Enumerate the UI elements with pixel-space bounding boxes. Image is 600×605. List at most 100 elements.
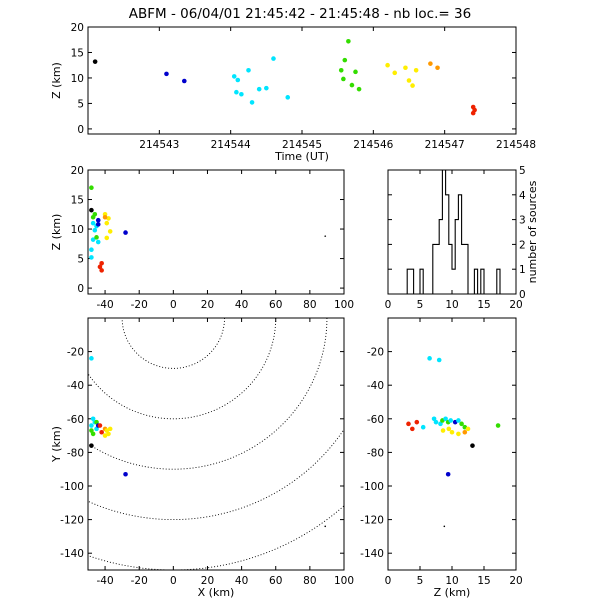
- source-point-cyan: [271, 56, 276, 61]
- source-point-green: [89, 185, 94, 191]
- x-height-panel: -40 -20 0 20 40 60 80 100 0 5 10 15 20 Z (km): [50, 165, 354, 311]
- x-height-ytick-label: 20: [71, 165, 84, 177]
- source-point-orange: [428, 61, 433, 66]
- height-histogram-ytick-label: 5: [519, 165, 526, 177]
- height-y-xtick-label: 0: [385, 575, 392, 587]
- source-point-yellow: [410, 83, 415, 88]
- plan-view-plot-area: [88, 318, 344, 570]
- source-point-blue: [95, 217, 101, 223]
- height-y-ytick-label: -80: [367, 447, 384, 459]
- x-height-ytick-label: 15: [71, 195, 84, 207]
- time-height-plot-area: [92, 38, 477, 116]
- height-y-plot-area: [406, 356, 501, 528]
- time-height-xtick-label: 214548: [496, 139, 536, 151]
- time-height-ytick-label: 0: [77, 124, 84, 136]
- x-height-frame: [87, 169, 345, 295]
- source-point-cyan: [438, 421, 443, 427]
- time-height-xtick-label: 214543: [139, 139, 179, 151]
- x-height-plot-area: [89, 185, 327, 273]
- source-point-black: [470, 443, 475, 448]
- plan-view-xtick-label: 80: [303, 575, 316, 587]
- height-y-xtick-label: 15: [477, 575, 490, 587]
- height-histogram-xtick-label: 10: [445, 299, 458, 311]
- time-height-frame: [87, 26, 517, 135]
- source-point-cyan: [443, 416, 448, 422]
- source-point-orange: [435, 65, 440, 71]
- source-point-green: [341, 76, 346, 82]
- source-point-black: [324, 235, 327, 237]
- time-height-ytick-label: 20: [71, 22, 84, 34]
- height-histogram-plot-area: [388, 170, 516, 294]
- source-point-black: [89, 207, 94, 213]
- source-point-black: [92, 59, 98, 64]
- source-point-red: [414, 419, 420, 425]
- source-point-red: [99, 429, 104, 435]
- x-height-xtick-label: -20: [131, 299, 148, 311]
- time-height-xtick-label: 214545: [282, 139, 322, 151]
- plan-view-ytick-label: -140: [60, 548, 84, 560]
- height-y-panel: 0 5 10 15 20 -20 -40 -60 -80 -100 -120 -140 Z (km): [360, 317, 523, 599]
- source-point-yellow: [104, 220, 110, 226]
- time-height-xtick-label: 214544: [211, 139, 251, 151]
- source-point-yellow: [106, 431, 111, 437]
- plan-view-xtick-label: 0: [170, 575, 177, 587]
- source-point-black: [443, 525, 446, 528]
- source-point-blue: [95, 222, 101, 227]
- plan-view-xtick-label: -40: [96, 575, 113, 587]
- plan-view-ytick-label: -40: [67, 380, 84, 392]
- source-point-cyan: [239, 91, 244, 97]
- height-histogram-ytick-label: 1: [519, 264, 526, 276]
- source-point-yellow: [403, 65, 408, 71]
- x-height-xtick-label: 40: [235, 299, 248, 311]
- height-y-ytick-label: -120: [360, 515, 384, 527]
- source-point-cyan: [95, 239, 101, 245]
- height-y-ytick-label: -20: [367, 347, 384, 359]
- source-point-yellow: [449, 429, 455, 435]
- x-height-ytick-label: 10: [71, 224, 84, 236]
- height-y-xtick-label: 10: [445, 575, 458, 587]
- source-point-green: [459, 421, 464, 427]
- x-height-ylabel: Z (km): [50, 214, 63, 251]
- plan-view-xtick-label: 20: [201, 575, 214, 587]
- height-y-ytick-label: -100: [360, 481, 384, 493]
- height-y-frame: [387, 317, 517, 571]
- source-point-cyan: [436, 357, 442, 363]
- height-y-ytick-label: -60: [367, 414, 384, 426]
- source-point-red: [470, 110, 476, 116]
- plan-view-ytick-label: -120: [60, 515, 84, 527]
- plan-view-xtick-label: 60: [269, 575, 282, 587]
- x-height-xtick-label: 60: [269, 299, 282, 311]
- source-point-cyan: [234, 89, 239, 95]
- source-point-blue: [164, 71, 169, 77]
- height-histogram-xtick-label: 5: [417, 299, 424, 311]
- height-y-ytick-label: -140: [360, 548, 384, 560]
- source-point-cyan: [448, 418, 454, 423]
- source-point-yellow: [440, 428, 446, 433]
- plan-view-panel: -40 -20 0 20 40 60 80 100 -20 -40 -60 -80 -100 -120 -1…: [50, 317, 354, 599]
- plan-view-xlabel: X (km): [198, 586, 235, 599]
- x-height-xtick-label: 0: [170, 299, 177, 311]
- source-point-yellow: [413, 68, 419, 73]
- x-height-xtick-label: 100: [334, 299, 354, 311]
- time-height-ytick-label: 15: [71, 47, 84, 59]
- source-point-yellow: [102, 433, 108, 438]
- source-point-red: [99, 260, 104, 266]
- plan-view-xtick-label: 40: [235, 575, 248, 587]
- source-point-cyan: [433, 419, 439, 425]
- height-y-ytick-label: -40: [367, 380, 384, 392]
- source-point-cyan: [89, 247, 94, 253]
- time-height-panel: 214543 214544 214545 214546 214547 214548 0 5 10…: [50, 22, 536, 163]
- source-point-cyan: [431, 416, 437, 422]
- x-height-ytick-label: 5: [77, 254, 84, 266]
- source-point-green: [89, 428, 94, 433]
- height-histogram-ytick-label: 4: [519, 190, 526, 202]
- source-point-cyan: [456, 418, 461, 423]
- source-point-blue: [182, 78, 187, 84]
- source-point-green: [338, 68, 344, 73]
- plan-view-ylabel: Y (km): [50, 426, 63, 463]
- figure-title: ABFM - 06/04/01 21:45:42 - 21:45:48 - nb…: [129, 6, 471, 22]
- plan-view-ytick-label: -60: [67, 414, 84, 426]
